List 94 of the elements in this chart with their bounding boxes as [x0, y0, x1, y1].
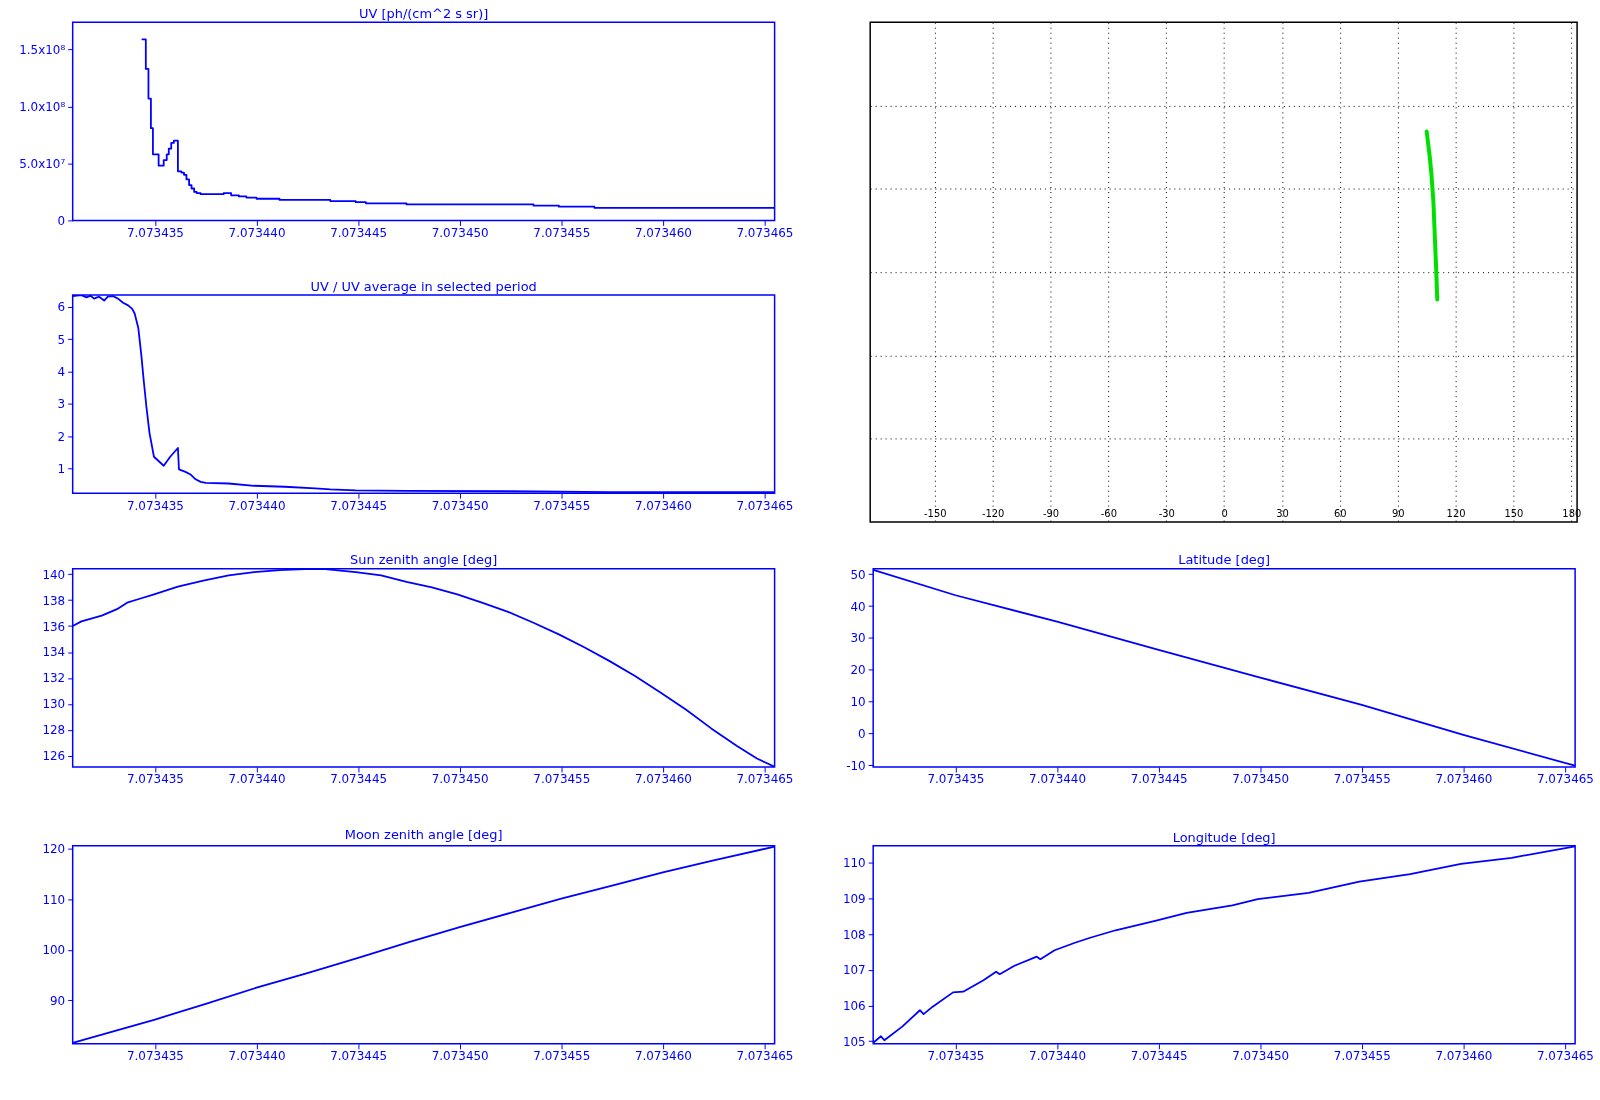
x-tick-label: 7.073440	[228, 772, 286, 787]
y-tick-label: 90	[50, 993, 66, 1008]
x-tick-label: 7.073465	[1536, 1049, 1594, 1064]
y-tick-label: -10	[846, 758, 866, 773]
x-tick-label: 150	[1504, 507, 1524, 519]
y-tick-label: 110	[842, 856, 866, 871]
x-tick-label: 7.073440	[228, 498, 286, 513]
y-tick-label: 107	[842, 963, 866, 978]
x-tick-label: 90	[1391, 507, 1405, 519]
y-tick-label: 20	[850, 663, 866, 678]
x-tick-label: 7.073455	[1333, 772, 1391, 787]
y-tick-label: 30	[850, 631, 866, 646]
y-tick-label: 120	[42, 842, 66, 857]
chart-title: Sun zenith angle [deg]	[350, 552, 498, 568]
y-tick-label: 10	[850, 694, 866, 709]
x-tick-label: 7.073460	[634, 225, 692, 240]
x-tick-label: 30	[1276, 507, 1289, 519]
y-tick-label: 0	[57, 213, 66, 228]
x-tick-label: 7.073460	[1435, 772, 1493, 787]
y-tick-label: 105	[842, 1034, 866, 1049]
x-tick-label: 60	[1334, 507, 1347, 519]
y-tick-label: 50	[850, 567, 866, 582]
chart-title: UV [ph/(cm^2 s sr)]	[359, 6, 489, 22]
y-tick-label: 126	[42, 749, 66, 764]
x-tick-label: -150	[924, 507, 947, 519]
x-tick-label: 7.073435	[126, 225, 184, 240]
x-tick-label: 7.073450	[431, 498, 489, 513]
x-tick-label: 0	[1221, 507, 1228, 519]
x-tick-label: 7.073445	[330, 1049, 388, 1064]
chart-title: UV / UV average in selected period	[310, 279, 537, 295]
y-tick-label: 2	[57, 429, 66, 444]
y-tick-label: 4	[57, 365, 66, 380]
x-tick-label: 7.073440	[228, 225, 286, 240]
x-tick-label: 7.073455	[533, 772, 591, 787]
chart-title: Longitude [deg]	[1172, 829, 1276, 845]
chart-title: Moon zenith angle [deg]	[344, 826, 503, 842]
x-tick-label: 7.073460	[634, 498, 692, 513]
y-tick-label: 5	[57, 332, 66, 347]
y-tick-label: 1.5x10⁸	[19, 43, 66, 58]
y-tick-label: 134	[42, 645, 66, 660]
x-tick-label: 7.073435	[126, 772, 184, 787]
x-tick-label: 7.073440	[228, 1049, 286, 1064]
x-tick-label: 7.073465	[736, 1049, 794, 1064]
x-tick-label: 7.073460	[634, 772, 692, 787]
y-tick-label: 1.0x10⁸	[19, 100, 66, 114]
x-tick-label: 7.073455	[533, 225, 591, 240]
x-tick-label: 7.073450	[431, 1049, 489, 1064]
y-tick-label: 5.0x10⁷	[19, 156, 66, 171]
x-tick-label: -120	[981, 507, 1005, 519]
x-tick-label: 7.073445	[1130, 1049, 1188, 1064]
y-tick-label: 130	[42, 697, 66, 712]
y-tick-label: 3	[57, 397, 66, 412]
x-tick-label: 7.073465	[736, 225, 794, 240]
x-tick-label: 7.073445	[330, 772, 388, 787]
y-tick-label: 136	[42, 619, 66, 634]
x-tick-label: 7.073460	[634, 1049, 692, 1064]
y-tick-label: 0	[858, 726, 866, 741]
x-tick-label: 7.073450	[1232, 1049, 1290, 1064]
x-tick-label: 7.073450	[431, 772, 489, 787]
y-tick-label: 138	[42, 593, 66, 608]
y-tick-label: 140	[42, 567, 66, 582]
x-tick-label: 7.073445	[1130, 772, 1188, 787]
x-tick-label: 7.073465	[736, 498, 794, 513]
y-tick-label: 100	[42, 943, 66, 958]
y-tick-label: 6	[57, 300, 66, 315]
y-tick-label: 1	[57, 461, 66, 476]
y-tick-label: 128	[42, 723, 66, 738]
y-tick-label: 108	[842, 927, 866, 942]
x-tick-label: 7.073435	[126, 498, 184, 513]
x-tick-label: 7.073465	[736, 772, 794, 787]
x-tick-label: 7.073440	[1029, 772, 1087, 787]
x-tick-label: 7.073450	[431, 225, 489, 240]
y-tick-label: 40	[850, 599, 866, 614]
x-tick-label: 7.073450	[1232, 772, 1290, 787]
x-tick-label: 7.073435	[927, 1049, 985, 1064]
x-tick-label: 7.073455	[533, 1049, 591, 1064]
x-tick-label: 7.073445	[330, 225, 388, 240]
x-tick-label: 7.073465	[1536, 772, 1594, 787]
x-tick-label: -60	[1100, 507, 1118, 519]
x-tick-label: -30	[1158, 507, 1175, 519]
x-tick-label: 7.073435	[126, 1049, 184, 1064]
x-tick-label: -90	[1042, 507, 1060, 519]
y-tick-label: 109	[842, 891, 866, 906]
chart-title: Latitude [deg]	[1178, 552, 1271, 568]
x-tick-label: 7.073440	[1029, 1049, 1087, 1064]
x-tick-label: 7.073455	[533, 498, 591, 513]
x-tick-label: 7.073455	[1333, 1049, 1391, 1064]
y-tick-label: 106	[842, 999, 866, 1014]
x-tick-label: 7.073435	[927, 772, 985, 787]
y-tick-label: 110	[42, 892, 66, 907]
y-tick-label: 132	[42, 671, 66, 686]
x-tick-label: 7.073460	[1435, 1049, 1493, 1064]
x-tick-label: 7.073445	[330, 498, 388, 513]
x-tick-label: 120	[1446, 507, 1466, 519]
